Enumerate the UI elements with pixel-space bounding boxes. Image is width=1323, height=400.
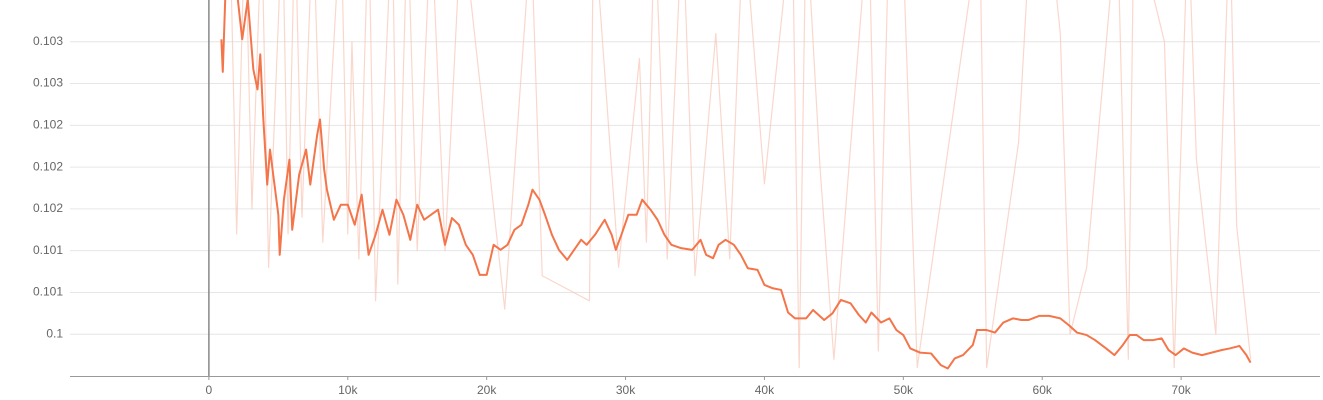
y-tick-label: 0.101 <box>33 243 63 257</box>
raw-line <box>230 0 1252 369</box>
smoothed-line <box>220 0 1252 370</box>
x-tick-label: 60k <box>1033 383 1053 397</box>
y-tick-label: 0.103 <box>33 76 63 90</box>
x-tick-label: 70k <box>1171 383 1191 397</box>
x-tick-label: 20k <box>477 383 497 397</box>
y-tick-label: 0.102 <box>33 118 63 132</box>
x-tick-label: 10k <box>338 383 358 397</box>
x-tick-label: 40k <box>755 383 775 397</box>
y-tick-label: 0.102 <box>33 159 63 173</box>
x-tick-label: 30k <box>616 383 636 397</box>
y-tick-label: 0.103 <box>33 34 63 48</box>
x-tick-label: 50k <box>894 383 914 397</box>
x-tick-label: 0 <box>206 383 213 397</box>
y-tick-label: 0.101 <box>33 285 63 299</box>
plot-area <box>220 0 1252 370</box>
tick-labels: 0.1 0.101 0.101 0.102 0.102 0.102 0.103 0.103 0 1… <box>33 34 1192 397</box>
y-tick-label: 0.102 <box>33 201 63 215</box>
y-tick-label: 0.1 <box>46 326 63 340</box>
